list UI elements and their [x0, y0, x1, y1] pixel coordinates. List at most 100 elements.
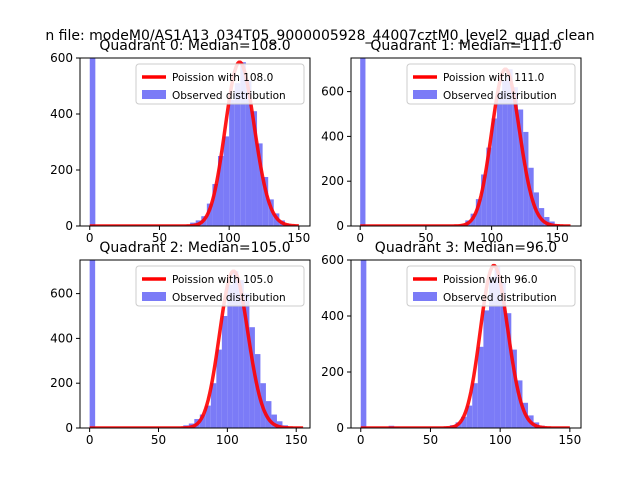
x-tick-label: 150	[546, 231, 569, 245]
plot-area	[359, 58, 571, 226]
subplot-3: 0 50 100 150 0 200 400 600 Quadrant 3: Median=96…	[321, 240, 582, 447]
poisson-fit-line	[89, 269, 304, 428]
histogram-bar	[262, 177, 269, 226]
histogram-bar	[232, 271, 239, 428]
x-tick-label: 100	[216, 433, 239, 447]
axes-frame	[79, 259, 311, 429]
x-tick-label: 50	[151, 433, 166, 447]
x-tick-label: 150	[285, 433, 308, 447]
histogram-bar	[216, 349, 222, 428]
histogram-bar	[218, 156, 224, 226]
subplot-grid: 0 50 100 150 0 200 400 600 Quadrant 0: Median=10…	[50, 38, 582, 447]
histogram-bar	[199, 414, 206, 428]
legend-box	[135, 265, 305, 307]
legend-fit-label: Poission with 96.0	[443, 274, 538, 286]
figure-suptitle: n file: modeM0/AS1A13_034T05_9000005928_…	[45, 28, 594, 44]
x-tick-label: 0	[86, 231, 94, 245]
histogram-bar	[276, 421, 283, 428]
y-tick-label: 600	[321, 253, 344, 267]
subplot-title: Quadrant 2: Median=105.0	[99, 240, 290, 256]
axes-frame	[350, 259, 582, 429]
histogram-bar	[491, 118, 497, 226]
legend-fit-label: Poission with 108.0	[172, 72, 273, 84]
y-tick-label: 0	[336, 421, 344, 435]
subplot-2: 0 50 100 150 0 200 400 600 Quadrant 2: Median=10…	[50, 240, 311, 447]
histogram-bar	[466, 405, 473, 428]
histogram-bar	[496, 91, 503, 226]
histogram-bar	[472, 383, 478, 428]
histogram-bar	[268, 199, 274, 226]
histogram-bar	[271, 414, 277, 428]
histogram-bar	[477, 346, 484, 428]
histogram-bar	[89, 260, 96, 428]
legend-hist-swatch	[413, 292, 437, 301]
y-tick-label: 0	[65, 421, 73, 435]
histogram-bar	[212, 184, 218, 226]
histogram-bar	[511, 349, 517, 428]
x-tick-label: 0	[356, 231, 364, 245]
legend: Poission with 105.0 Observed distribution	[135, 265, 305, 307]
legend: Poission with 96.0 Observed distribution	[406, 265, 576, 307]
y-tick-label: 200	[321, 174, 344, 188]
histogram-bar	[206, 203, 213, 226]
x-tick-label: 50	[418, 231, 433, 245]
histogram-bar	[227, 284, 233, 428]
histogram-bar	[249, 327, 255, 428]
y-tick-label: 400	[321, 309, 344, 323]
histogram-bar	[516, 380, 523, 428]
histogram-bar	[494, 265, 501, 428]
subplot-title: Quadrant 0: Median=108.0	[99, 38, 290, 54]
x-tick-label: 0	[357, 433, 365, 447]
axes-frame	[350, 57, 582, 227]
legend-hist-label: Observed distribution	[443, 292, 557, 304]
histogram-bar	[245, 80, 252, 226]
legend-box	[135, 63, 305, 105]
x-tick-label: 150	[558, 433, 581, 447]
histogram-bar	[243, 293, 250, 428]
histogram-bar	[360, 260, 367, 428]
histogram-bar	[475, 199, 482, 226]
histogram-bar	[221, 316, 228, 428]
subplot-0: 0 50 100 150 0 200 400 600 Quadrant 0: Median=10…	[50, 38, 311, 245]
histogram-bar	[210, 383, 217, 428]
histogram-bar	[505, 313, 512, 428]
y-tick-label: 600	[50, 51, 73, 65]
legend-hist-swatch	[413, 90, 437, 99]
histogram-bar	[489, 276, 495, 428]
y-tick-label: 600	[321, 85, 344, 99]
plot-area	[89, 260, 304, 428]
x-tick-label: 100	[480, 231, 503, 245]
y-tick-label: 400	[321, 129, 344, 143]
histogram-bar	[500, 282, 506, 428]
legend-hist-label: Observed distribution	[443, 90, 557, 102]
y-tick-label: 0	[65, 219, 73, 233]
poisson-fit-line	[359, 67, 571, 226]
axes-frame	[79, 57, 311, 227]
histogram-bar	[251, 111, 258, 226]
y-tick-label: 400	[50, 107, 73, 121]
histogram-bar	[360, 58, 366, 226]
legend-box	[406, 63, 576, 105]
legend-box	[406, 265, 576, 307]
histogram-bar	[502, 80, 508, 226]
legend-hist-label: Observed distribution	[172, 90, 286, 102]
y-tick-label: 200	[50, 376, 73, 390]
y-tick-label: 0	[336, 219, 344, 233]
x-tick-label: 50	[423, 433, 438, 447]
y-tick-label: 600	[50, 287, 73, 301]
histogram-bar	[507, 69, 513, 226]
histogram-bar	[257, 143, 263, 226]
legend: Poission with 108.0 Observed distribution	[135, 63, 305, 105]
histogram-bar	[234, 83, 241, 226]
x-tick-label: 100	[218, 231, 241, 245]
poisson-fit-line	[360, 263, 571, 428]
histogram-bar	[486, 147, 492, 226]
legend-hist-label: Observed distribution	[172, 292, 286, 304]
subplot-title: Quadrant 3: Median=96.0	[375, 240, 557, 256]
histogram-bar	[205, 405, 211, 428]
poisson-fit-line	[89, 60, 300, 226]
histogram-bar	[461, 416, 467, 428]
y-tick-label: 200	[50, 163, 73, 177]
histogram-bar	[238, 280, 244, 428]
